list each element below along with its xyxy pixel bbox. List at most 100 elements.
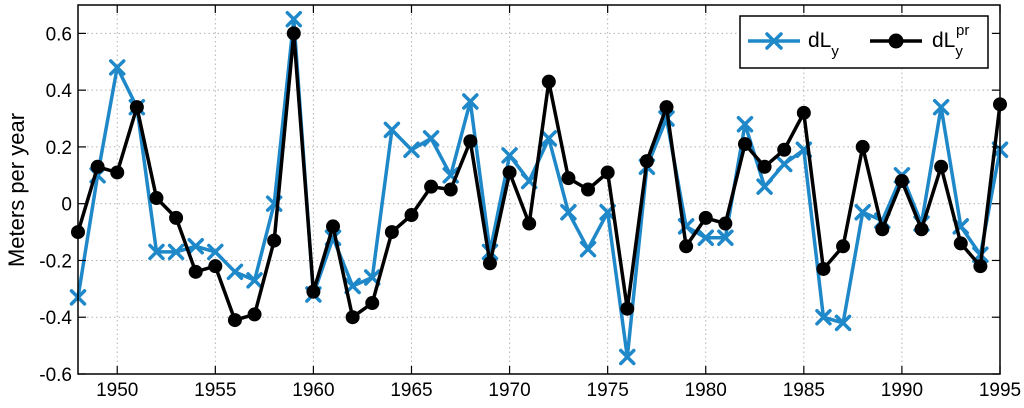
data-point	[187, 238, 204, 255]
legend-label: dLy	[808, 29, 839, 60]
data-point	[502, 165, 517, 180]
data-point	[679, 239, 694, 254]
data-point	[932, 98, 950, 116]
data-point	[561, 171, 576, 186]
y-tick-label: 0.4	[46, 81, 73, 102]
data-point	[953, 236, 968, 251]
x-tick-label: 1990	[881, 380, 923, 401]
data-point	[148, 243, 165, 261]
data-point	[718, 216, 733, 231]
data-point	[560, 203, 577, 221]
x-tick-label: 1955	[194, 380, 236, 401]
data-point	[934, 159, 949, 174]
series-line	[76, 31, 1002, 322]
data-point	[129, 100, 144, 115]
data-point	[581, 182, 596, 197]
data-point	[620, 301, 635, 316]
data-point	[422, 130, 440, 147]
data-point	[345, 310, 360, 325]
data-point	[894, 173, 909, 188]
data-point	[698, 210, 713, 225]
data-point	[383, 121, 401, 139]
data-point	[227, 313, 242, 328]
x-tick-label: 1970	[488, 380, 530, 401]
data-point	[815, 308, 832, 326]
legend-entry-dly: dLy	[748, 29, 839, 60]
data-point	[482, 256, 497, 271]
data-point	[697, 229, 714, 247]
data-point	[306, 284, 321, 299]
data-point	[246, 272, 263, 289]
data-point	[796, 105, 811, 120]
data-point	[541, 74, 556, 89]
data-point	[737, 137, 752, 152]
data-point	[424, 179, 439, 194]
data-point	[973, 259, 988, 274]
legend-swatch-marker	[888, 33, 904, 49]
data-point	[501, 147, 518, 164]
data-point	[659, 100, 674, 115]
data-point	[639, 154, 654, 169]
data-point	[579, 240, 597, 258]
x-tick-label: 1960	[292, 380, 334, 401]
series-dly-pr	[71, 26, 1007, 328]
data-point	[443, 182, 458, 197]
series-layer	[69, 10, 1009, 366]
data-point	[816, 261, 831, 276]
data-point	[600, 165, 615, 180]
data-point	[286, 26, 301, 41]
data-point	[854, 203, 871, 221]
y-tick-label: -0.6	[39, 365, 72, 386]
data-point	[717, 229, 734, 247]
data-point	[836, 239, 851, 254]
data-point	[365, 296, 380, 311]
y-axis-label: Meters per year	[4, 113, 29, 267]
plot-frame	[77, 4, 1001, 375]
data-point	[834, 314, 852, 332]
data-point	[756, 178, 773, 195]
data-point	[90, 159, 105, 174]
data-point	[403, 141, 420, 159]
x-tick-label: 1965	[390, 380, 432, 401]
data-point	[777, 142, 792, 157]
data-point	[247, 307, 262, 322]
data-point	[463, 134, 478, 149]
data-point	[110, 165, 125, 180]
data-point	[462, 93, 479, 110]
data-point	[285, 10, 303, 28]
data-point	[775, 155, 793, 173]
data-point	[108, 59, 126, 76]
data-point	[267, 233, 282, 248]
data-point	[207, 243, 224, 261]
data-point	[326, 219, 341, 234]
x-tick-label: 1995	[979, 380, 1021, 401]
data-point	[226, 263, 244, 281]
data-point	[540, 130, 558, 147]
data-point	[149, 191, 164, 206]
data-point	[757, 159, 772, 174]
data-point	[522, 216, 537, 231]
data-point	[167, 243, 185, 261]
legend-swatch-marker	[765, 32, 783, 50]
legend-label-superscript: pr	[956, 22, 969, 39]
data-point	[384, 225, 399, 240]
x-tick-label: 1950	[96, 380, 138, 401]
tick-labels: 1950 1955 1960 1965 1970 1975 1980 1985 1990 1995…	[39, 24, 1021, 401]
data-point	[914, 222, 929, 237]
data-point	[188, 264, 203, 279]
y-tick-label: 0.2	[46, 138, 72, 159]
x-tick-label: 1980	[685, 380, 727, 401]
x-tick-label: 1975	[587, 380, 629, 401]
data-point	[404, 208, 419, 223]
data-point	[208, 259, 223, 274]
y-tick-label: 0.6	[46, 24, 72, 45]
data-point	[875, 222, 890, 237]
y-tick-label: 0	[61, 195, 72, 216]
y-tick-label: -0.2	[39, 251, 72, 272]
axis-ticks	[78, 5, 1001, 375]
data-point	[855, 139, 870, 154]
legend-label: dLy	[932, 29, 963, 60]
